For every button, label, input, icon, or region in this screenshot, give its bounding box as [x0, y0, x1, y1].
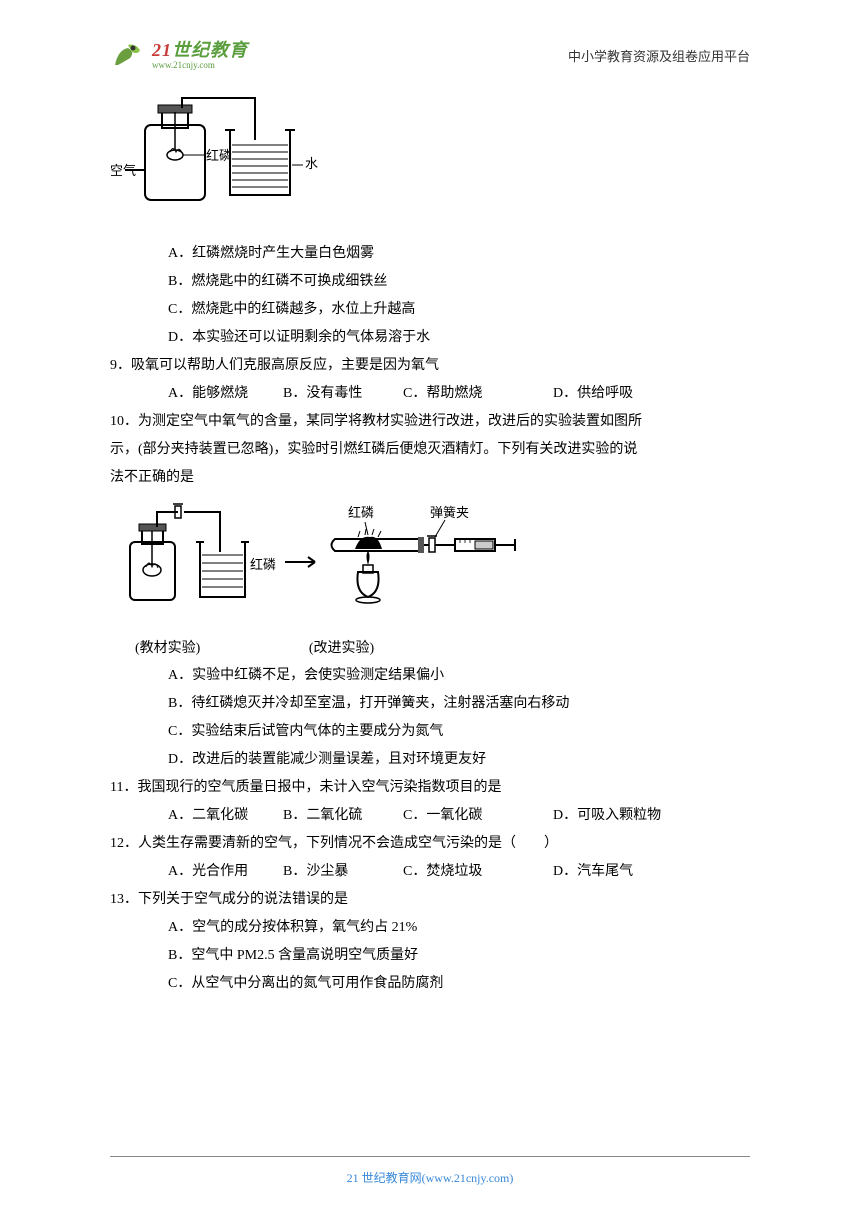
q9-option-d: D．供给呼吸: [553, 380, 750, 408]
footer-url: (www.21cnjy.com): [422, 1171, 514, 1185]
q8-option-b: B．燃烧匙中的红磷不可换成细铁丝: [110, 268, 750, 296]
q12-option-d: D．汽车尾气: [553, 858, 750, 886]
q12-option-b: B．沙尘暴: [283, 858, 403, 886]
q13-option-b: B．空气中 PM2.5 含量高说明空气质量好: [110, 942, 750, 970]
q11-options: A．二氧化碳 B．二氧化硫 C．一氧化碳 D．可吸入颗粒物: [110, 802, 750, 830]
logo-century: 世纪教育: [172, 40, 248, 60]
q12-text: 12．人类生存需要清新的空气，下列情况不会造成空气污染的是（ ）: [110, 830, 750, 858]
svg-text:弹簧夹: 弹簧夹: [430, 505, 469, 520]
caption-left: (教材实验): [135, 641, 200, 656]
footer-text: 21 世纪教育网(www.21cnjy.com): [0, 1169, 860, 1186]
logo-21: 21: [152, 40, 172, 60]
q10-text-3: 法不正确的是: [110, 464, 750, 492]
q11-option-a: A．二氧化碳: [168, 802, 283, 830]
q10-option-c: C．实验结束后试管内气体的主要成分为氮气: [110, 718, 750, 746]
q12-option-c: C．焚烧垃圾: [403, 858, 553, 886]
q10-option-a: A．实验中红磷不足，会使实验测定结果偏小: [110, 662, 750, 690]
svg-text:水: 水: [305, 156, 318, 171]
svg-text:红磷: 红磷: [348, 505, 374, 520]
caption-right: (改进实验): [309, 641, 374, 656]
q9-text: 9．吸氧可以帮助人们克服高原反应，主要是因为氧气: [110, 352, 750, 380]
q13-option-a: A．空气的成分按体积算，氧气约占 21%: [110, 914, 750, 942]
logo-icon: [110, 40, 148, 70]
page-header: 21世纪教育 www.21cnjy.com 中小学教育资源及组卷应用平台: [110, 40, 750, 70]
q9-option-a: A．能够燃烧: [168, 380, 283, 408]
q11-text: 11．我国现行的空气质量日报中，未计入空气污染指数项目的是: [110, 774, 750, 802]
q11-option-d: D．可吸入颗粒物: [553, 802, 750, 830]
header-right-text: 中小学教育资源及组卷应用平台: [568, 46, 750, 65]
q8-option-c: C．燃烧匙中的红磷越多，水位上升越高: [110, 296, 750, 324]
svg-text:红磷: 红磷: [250, 557, 276, 572]
q10-option-d: D．改进后的装置能减少测量误差，且对环境更友好: [110, 746, 750, 774]
q8-option-d: D．本实验还可以证明剩余的气体易溶于水: [110, 324, 750, 352]
diagram-experiment-1: 空气 红磷 水: [110, 90, 750, 225]
diagram-experiment-2: 红磷 红磷 弹簧夹: [110, 497, 750, 632]
diagram-2-captions: (教材实验) (改进实验): [110, 637, 750, 657]
q10-option-b: B．待红磷熄灭并冷却至室温，打开弹簧夹，注射器活塞向右移动: [110, 690, 750, 718]
q12-option-a: A．光合作用: [168, 858, 283, 886]
svg-text:空气: 空气: [110, 163, 136, 178]
q10-text-2: 示，(部分夹持装置已忽略)，实验时引燃红磷后便熄灭酒精灯。下列有关改进实验的说: [110, 436, 750, 464]
footer-prefix: 21: [347, 1171, 359, 1185]
q9-option-b: B．没有毒性: [283, 380, 403, 408]
svg-text:红磷: 红磷: [206, 148, 232, 163]
footer-cn: 世纪教育网: [359, 1171, 422, 1185]
footer-divider: [110, 1156, 750, 1157]
page-footer: 21 世纪教育网(www.21cnjy.com): [0, 1156, 860, 1186]
q9-option-c: C．帮助燃烧: [403, 380, 553, 408]
logo-url: www.21cnjy.com: [152, 61, 248, 70]
q13-text: 13．下列关于空气成分的说法错误的是: [110, 886, 750, 914]
page-content: 21世纪教育 www.21cnjy.com 中小学教育资源及组卷应用平台: [0, 0, 860, 1028]
logo: 21世纪教育 www.21cnjy.com: [110, 40, 248, 70]
q10-text-1: 10．为测定空气中氧气的含量，某同学将教材实验进行改进，改进后的实验装置如图所: [110, 408, 750, 436]
q11-option-b: B．二氧化硫: [283, 802, 403, 830]
q11-option-c: C．一氧化碳: [403, 802, 553, 830]
q9-options: A．能够燃烧 B．没有毒性 C．帮助燃烧 D．供给呼吸: [110, 380, 750, 408]
logo-text: 21世纪教育 www.21cnjy.com: [152, 41, 248, 70]
q12-options: A．光合作用 B．沙尘暴 C．焚烧垃圾 D．汽车尾气: [110, 858, 750, 886]
q8-option-a: A．红磷燃烧时产生大量白色烟雾: [110, 240, 750, 268]
q13-option-c: C．从空气中分离出的氮气可用作食品防腐剂: [110, 970, 750, 998]
